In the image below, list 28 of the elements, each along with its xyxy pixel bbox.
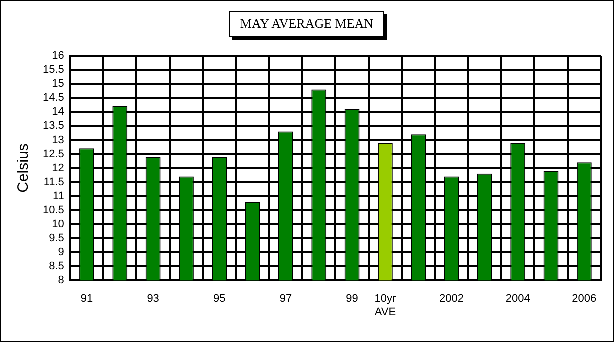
x-tick-label: 93 (147, 293, 160, 306)
y-tick-label: 12.5 (42, 148, 64, 160)
y-tick-label: 8 (58, 274, 64, 287)
x-tick-label: 95 (214, 293, 226, 306)
x-tick-label: 2002 (440, 293, 464, 306)
x-tick-label: 97 (280, 293, 292, 306)
x-tick-label: 2004 (506, 293, 530, 306)
y-tick-label: 16 (52, 50, 64, 62)
y-tick-label: 10.5 (42, 204, 64, 216)
chart-title: MAY AVERAGE MEAN (229, 11, 385, 37)
y-tick-label: 14 (52, 106, 64, 118)
y-tick-label: 11 (52, 190, 64, 202)
y-tick-label: 13.5 (42, 120, 64, 132)
x-tick-label: 91 (80, 293, 94, 306)
y-tick-label: 9.5 (49, 232, 64, 245)
x-tick-label: 10yr AVE (374, 293, 396, 318)
y-tick-label: 14.5 (42, 92, 64, 104)
y-tick-label: 15 (52, 78, 64, 90)
y-tick-label: 10 (52, 218, 64, 230)
y-axis-title: Celsius (15, 144, 32, 193)
y-tick-label: 15.5 (42, 64, 64, 76)
x-tick-label: 99 (346, 293, 358, 306)
y-tick-label: 9 (58, 246, 64, 259)
y-tick-label: 13 (52, 134, 64, 146)
x-tick-label: 2006 (572, 293, 597, 306)
y-tick-label: 8.5 (49, 260, 64, 273)
y-tick-label: 11.5 (44, 176, 64, 188)
y-tick-label: 12 (52, 162, 64, 174)
